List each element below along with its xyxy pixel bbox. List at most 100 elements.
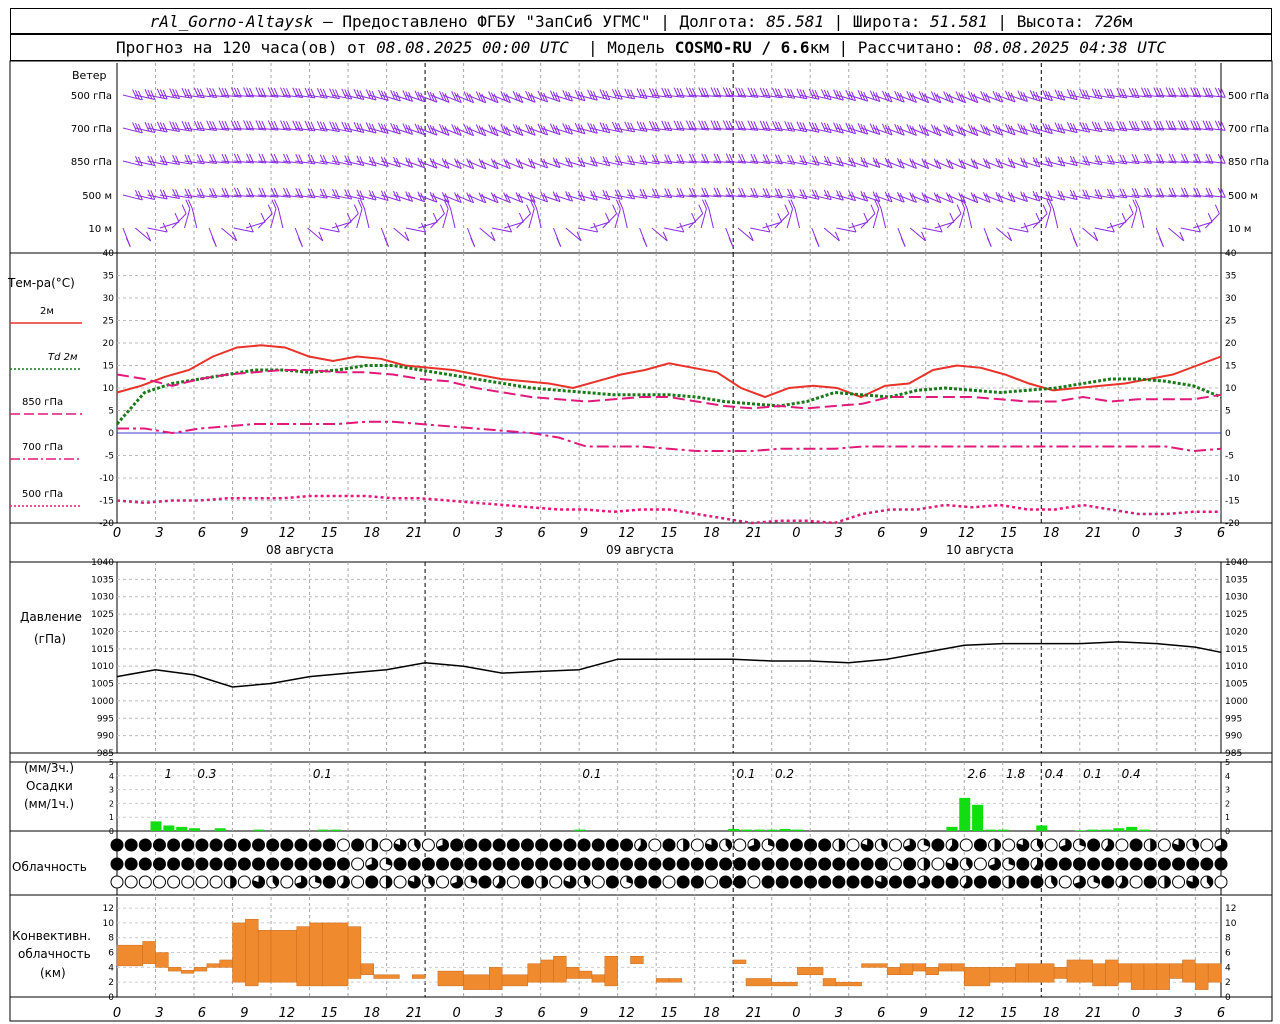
wind-barb-flag [417,124,423,134]
wind-barb-shaft [245,221,266,229]
cloud-cover-symbol [747,857,761,871]
convective-bar [835,981,862,987]
wind-barb-flag [642,237,648,247]
temp-tick-right: 20 [1225,339,1237,349]
cloud-cover-symbol [294,857,308,871]
hour-tick: 9 [580,526,588,541]
wind-barb-flag [454,192,459,202]
forecast-label: Прогноз на 120 часа(ов) от [115,38,367,57]
cloud-cover-symbol [846,857,860,871]
cloud-cover-fill [1016,839,1029,852]
wind-barb-flag [587,89,593,99]
convective-bar [745,978,772,987]
wind-barb-flag [1057,156,1063,166]
cloud-cover-symbol [436,857,450,871]
wind-barb-flag [995,191,1001,202]
cloud-cover-symbol [591,857,605,871]
hour-tick: 21 [746,1006,763,1021]
cloud-cover-symbol [945,875,959,889]
model-label: Модель [607,38,666,57]
precip-value-label: 0.1 [313,767,332,781]
press-tick-right: 1035 [1225,575,1248,585]
wind-barb-flag [958,192,964,202]
wind-barb-flag [654,154,660,165]
cloud-cover-symbol [351,857,365,871]
convective-bar [540,959,554,983]
wind-barb-flag [869,123,875,133]
wind-barb-flag [946,158,951,168]
wind-barb-flag [456,93,462,103]
cloud-cover-symbol [761,857,775,871]
wind-barb-flag [799,88,805,99]
wind-barb-flag [356,155,362,166]
wind-barb-flag [983,158,988,168]
wind-barb-shaft [418,221,438,229]
hour-tick: 0 [792,1006,800,1021]
wind-barb-flag [172,121,178,132]
wind-barb-flag [515,158,521,168]
wind-barb-flag [985,193,991,203]
wind-barb-flag [899,92,905,103]
wind-level-right: 10 м [1228,224,1251,235]
hour-tick: 3 [835,1006,843,1021]
convective-bar [155,952,169,968]
wind-barb-flag [543,158,549,169]
wind-barb-flag [863,212,869,223]
wind-barb-flag [135,123,140,133]
cloud-cover-fill [295,876,308,888]
wind-barb-flag [417,91,423,101]
precip-value-label: 0.4 [1122,767,1141,781]
press-tick-left: 1010 [91,662,114,672]
wind-barb-flag [490,92,496,102]
wind-barb-flag [790,199,796,209]
cloud-cover-fill [470,876,477,884]
wind-barb-flag [961,126,966,136]
convective-bar [527,963,541,983]
wind-barb-shaft [159,221,180,229]
convective-bar [771,981,798,987]
convective-bar [245,918,259,987]
wind-barb-flag [454,158,459,168]
hour-tick: 6 [1217,526,1225,541]
wind-barb-flag [444,193,450,203]
cloud-cover-symbol [138,838,152,852]
wind-barb-flag [884,157,890,168]
cloud-cover-fill [988,858,1001,870]
wind-barb-flag [543,192,549,203]
cloud-cover-fill [626,876,633,884]
wind-barb-flag [1085,89,1091,100]
wind-barb-shaft [958,208,966,229]
wind-barb-flag [1109,89,1115,99]
wind-barb-flag [790,189,796,199]
cloud-cover-symbol [252,857,266,871]
wind-barb-flag [297,237,303,247]
wind-level-right: 500 гПа [1228,91,1269,102]
wind-barb-flag [1079,121,1085,132]
hour-tick: 0 [453,1006,461,1021]
cloud-cover-symbol [181,875,195,889]
wind-barb-flag [137,156,143,167]
wind-barb-flag [605,156,611,167]
wind-barb-flag [799,188,805,199]
cloud-cover-symbol [818,838,832,852]
wind-barb-flag [1029,90,1035,100]
press-tick-right: 990 [1225,732,1242,742]
wind-barb-flag [701,199,707,209]
convective-bar [309,922,323,987]
cloud-cover-symbol [535,838,549,852]
cloud-cover-symbol [379,838,393,852]
wind-barb-shaft [191,208,198,229]
cloud-cover-fill [683,839,690,851]
cloud-cover-symbol [931,838,945,852]
wind-barb-flag [1060,190,1066,201]
wind-barb-flag [332,121,337,132]
wind-barb-flag [347,155,353,166]
legend-label: Td 2м [48,352,78,363]
cloud-cover-symbol [620,857,634,871]
hour-tick: 3 [155,526,163,541]
wind-barb-shaft [578,227,598,233]
wind-barb-flag [617,190,623,200]
precip-bar [1100,829,1112,831]
wind-barb-flag [175,122,181,132]
